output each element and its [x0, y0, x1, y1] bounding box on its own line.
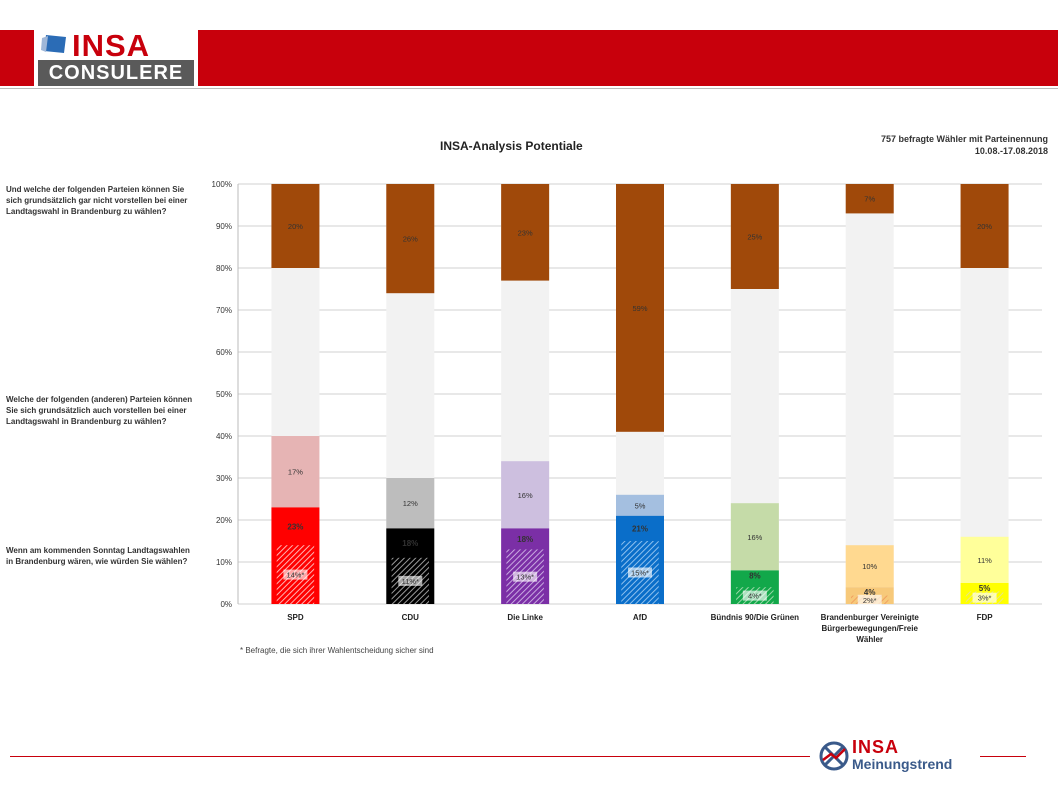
category-label: Bürgerbewegungen/Freie: [821, 624, 918, 633]
category-label: Brandenburger Vereinigte: [821, 613, 920, 622]
y-tick-label: 90%: [216, 222, 232, 231]
bar-potential: [845, 545, 894, 588]
y-tick-label: 40%: [216, 432, 232, 441]
bar-potential: [730, 503, 779, 571]
brand-meinungstrend-text: Meinungstrend: [852, 756, 953, 772]
bar-reject: [845, 184, 894, 214]
label-vote-sure-bg: [628, 567, 652, 578]
label-potential: 11%: [977, 556, 992, 565]
question-vote: Wenn am kommenden Sonntag Landtagswahlen…: [6, 546, 190, 566]
label-vote-sure-bg: [742, 590, 767, 601]
label-vote: 8%: [749, 571, 761, 580]
insa-cube-icon: [41, 35, 66, 53]
label-vote-sure: 4%*: [748, 592, 762, 601]
label-vote-sure: 13%*: [516, 573, 534, 582]
label-vote: 5%: [979, 584, 991, 593]
label-potential: 5%: [635, 501, 646, 510]
label-vote-sure: 2%*: [863, 596, 877, 605]
bar-reject: [386, 184, 435, 294]
bar-reject: [501, 184, 550, 281]
footer-line-left: [10, 756, 810, 757]
y-tick-label: 80%: [216, 264, 232, 273]
label-reject: 25%: [747, 233, 762, 242]
survey-period: 10.08.-17.08.2018: [974, 146, 1048, 156]
label-vote-sure-bg: [857, 594, 882, 605]
logo-consulere-text: CONSULERE: [38, 60, 194, 86]
label-vote: 18%: [402, 539, 418, 548]
label-vote: 21%: [632, 524, 648, 533]
label-potential: 12%: [403, 499, 418, 508]
label-vote-sure: 15%*: [631, 569, 649, 578]
label-reject: 59%: [632, 304, 647, 313]
brand-insa-text: INSA: [852, 737, 900, 757]
label-vote-sure-bg: [283, 569, 308, 580]
y-tick-label: 50%: [216, 390, 232, 399]
sample-info: 757 befragte Wähler mit Parteinennung 10…: [881, 133, 1048, 157]
footnote: * Befragte, die sich ihrer Wahlentscheid…: [240, 646, 434, 655]
bar-potential: [960, 536, 1009, 583]
category-label: Bündnis 90/Die Grünen: [711, 613, 800, 622]
label-vote-sure-bg: [513, 571, 538, 582]
label-vote-sure: 14%*: [286, 571, 304, 580]
label-potential: 16%: [747, 533, 762, 542]
label-vote-sure: 3%*: [978, 594, 992, 603]
bar-reject: [730, 184, 779, 289]
label-reject: 7%: [864, 195, 875, 204]
bar-reject: [616, 184, 664, 432]
label-reject: 20%: [288, 222, 303, 231]
y-tick-label: 70%: [216, 306, 232, 315]
bar-potential: [616, 494, 664, 516]
category-label: Die Linke: [507, 613, 543, 622]
label-vote: 4%: [864, 588, 876, 597]
sample-size: 757 befragte Wähler mit Parteinennung: [880, 134, 1048, 144]
label-vote-sure-bg: [972, 592, 997, 603]
label-vote-sure: 11%*: [402, 577, 419, 586]
bar-potential: [271, 436, 320, 508]
category-label: CDU: [402, 613, 420, 622]
category-label: FDP: [977, 613, 994, 622]
label-vote: 23%: [287, 522, 303, 531]
bar-potential: [386, 478, 435, 529]
label-vote: 18%: [517, 535, 533, 544]
label-potential: 10%: [862, 562, 877, 571]
logo-insa-text: INSA: [72, 28, 151, 63]
question-potential: Welche der folgenden (anderen) Parteien …: [6, 395, 193, 426]
label-reject: 23%: [518, 228, 533, 237]
bar-reject: [271, 184, 320, 268]
y-tick-label: 100%: [212, 180, 232, 189]
label-reject: 26%: [403, 235, 418, 244]
category-label: SPD: [287, 613, 304, 622]
header-divider: [0, 88, 1058, 89]
bar-neutral: [845, 184, 894, 604]
y-tick-label: 30%: [216, 474, 232, 483]
bar-reject: [960, 184, 1009, 268]
label-vote-sure-bg: [398, 575, 423, 586]
label-reject: 20%: [977, 222, 992, 231]
question-reject: Und welche der folgenden Parteien können…: [6, 185, 188, 216]
category-label: AfD: [633, 613, 647, 622]
bar-potential: [501, 461, 550, 529]
label-potential: 17%: [288, 468, 303, 477]
category-label: Wähler: [856, 635, 883, 644]
meinungstrend-icon: [819, 741, 849, 771]
label-potential: 16%: [518, 491, 533, 500]
y-tick-label: 60%: [216, 348, 232, 357]
y-tick-label: 20%: [216, 516, 232, 525]
chart-title: INSA-Analysis Potentiale: [440, 139, 583, 153]
footer-line-right: [980, 756, 1026, 757]
y-tick-label: 10%: [216, 558, 232, 567]
y-tick-label: 0%: [220, 600, 232, 609]
